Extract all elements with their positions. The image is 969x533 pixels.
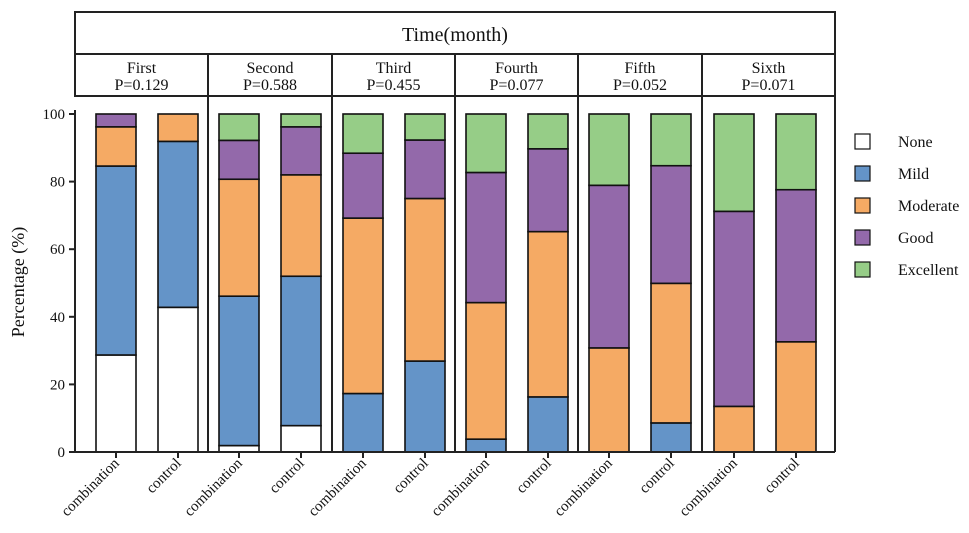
- legend-swatch-good: [854, 229, 871, 246]
- legend-label-none: None: [898, 134, 933, 151]
- bar-segment-moderate-third-control: [404, 197, 446, 362]
- bar-segment-moderate-first-combination: [95, 126, 137, 167]
- legend-label-excellent: Excellent: [898, 262, 959, 279]
- group-p-value-2: P=0.455: [367, 77, 421, 94]
- group-p-value-0: P=0.129: [115, 77, 169, 94]
- legend-label-moderate: Moderate: [898, 198, 959, 215]
- x-tick-label: combination: [676, 455, 741, 520]
- y-axis-label: Percentage (%): [8, 227, 29, 337]
- bar-segment-moderate-fifth-combination: [588, 347, 630, 453]
- legend-label-mild: Mild: [898, 166, 929, 183]
- legend-swatch-excellent: [854, 261, 871, 278]
- group-name-3: Fourth: [495, 60, 538, 77]
- legend-label-good: Good: [898, 230, 934, 247]
- legend-swatch-moderate: [854, 197, 871, 214]
- bar-segment-moderate-sixth-control: [775, 341, 817, 453]
- bar-segment-excellent-third-control: [404, 113, 446, 141]
- bar-segment-good-third-combination: [342, 152, 384, 219]
- bars-layer: [95, 113, 817, 453]
- bar-segment-good-fourth-combination: [465, 171, 507, 304]
- group-p-value-3: P=0.077: [490, 77, 544, 94]
- x-tick-label: control: [143, 456, 184, 497]
- bar-segment-mild-second-combination: [218, 295, 260, 447]
- x-tick-label: combination: [58, 455, 123, 520]
- bar-segment-mild-second-control: [280, 275, 322, 427]
- bar-segment-none-second-control: [280, 424, 322, 453]
- bar-segment-good-second-control: [280, 126, 322, 176]
- bar-segment-good-third-control: [404, 139, 446, 200]
- bar-segment-mild-third-control: [404, 360, 446, 453]
- bar-segment-none-first-control: [157, 306, 199, 453]
- bar-segment-moderate-fourth-combination: [465, 301, 507, 440]
- x-tick-label: control: [636, 456, 677, 497]
- y-tick-label: 100: [43, 107, 66, 123]
- bar-segment-excellent-fourth-combination: [465, 113, 507, 174]
- group-p-value-1: P=0.588: [243, 77, 297, 94]
- y-tick-label: 60: [50, 242, 65, 258]
- bar-segment-moderate-sixth-combination: [713, 405, 755, 453]
- x-tick-label: control: [513, 456, 554, 497]
- bar-segment-mild-first-combination: [95, 165, 137, 356]
- y-tick-label: 0: [58, 445, 66, 461]
- bar-segment-excellent-fifth-combination: [588, 113, 630, 187]
- bar-segment-excellent-fourth-control: [527, 113, 569, 150]
- bar-segment-good-fourth-control: [527, 148, 569, 233]
- legend-swatch-none: [854, 133, 871, 150]
- bar-segment-good-fifth-combination: [588, 184, 630, 349]
- bar-segment-excellent-sixth-control: [775, 113, 817, 191]
- bar-segment-mild-fourth-control: [527, 396, 569, 453]
- group-name-5: Sixth: [752, 60, 786, 77]
- y-tick-label: 40: [50, 310, 65, 326]
- group-name-0: First: [127, 60, 157, 77]
- x-tick-label: combination: [551, 455, 616, 520]
- header-title: Time(month): [402, 24, 508, 46]
- bar-segment-none-first-combination: [95, 354, 137, 453]
- bar-segment-mild-third-combination: [342, 392, 384, 453]
- x-tick-label: combination: [181, 455, 246, 520]
- bar-segment-good-second-combination: [218, 139, 260, 181]
- x-tick-label: control: [761, 456, 802, 497]
- bar-segment-moderate-first-control: [157, 113, 199, 143]
- bar-segment-moderate-fourth-control: [527, 230, 569, 398]
- x-tick-label: control: [266, 456, 307, 497]
- x-tick-label: control: [390, 456, 431, 497]
- group-name-2: Third: [376, 60, 412, 77]
- bar-segment-good-sixth-combination: [713, 210, 755, 408]
- bar-segment-excellent-sixth-combination: [713, 113, 755, 213]
- legend: None Mild Moderate Good Excellent: [854, 133, 959, 279]
- bar-segment-excellent-fifth-control: [650, 113, 692, 167]
- bar-segment-excellent-second-control: [280, 113, 322, 128]
- legend-swatch-mild: [854, 165, 871, 182]
- y-tick-label: 20: [50, 377, 65, 393]
- bar-segment-good-fifth-control: [650, 164, 692, 285]
- bar-segment-good-sixth-control: [775, 188, 817, 343]
- bar-segment-excellent-third-combination: [342, 113, 384, 155]
- bar-segment-moderate-second-control: [280, 174, 322, 278]
- bar-segment-moderate-fifth-control: [650, 282, 692, 424]
- y-tick-label: 80: [50, 175, 65, 191]
- bar-segment-moderate-third-combination: [342, 217, 384, 395]
- bar-segment-mild-first-control: [157, 140, 199, 309]
- bar-segment-good-first-combination: [95, 113, 137, 128]
- bar-segment-moderate-second-combination: [218, 178, 260, 297]
- group-name-4: Fifth: [624, 60, 655, 77]
- group-p-value-4: P=0.052: [613, 77, 667, 94]
- bar-segment-excellent-second-combination: [218, 113, 260, 142]
- group-name-1: Second: [246, 60, 293, 77]
- bar-segment-mild-fifth-control: [650, 422, 692, 453]
- x-tick-label: combination: [428, 455, 493, 520]
- x-tick-label: combination: [305, 455, 370, 520]
- bar-segment-mild-fourth-combination: [465, 438, 507, 453]
- group-p-value-5: P=0.071: [742, 77, 796, 94]
